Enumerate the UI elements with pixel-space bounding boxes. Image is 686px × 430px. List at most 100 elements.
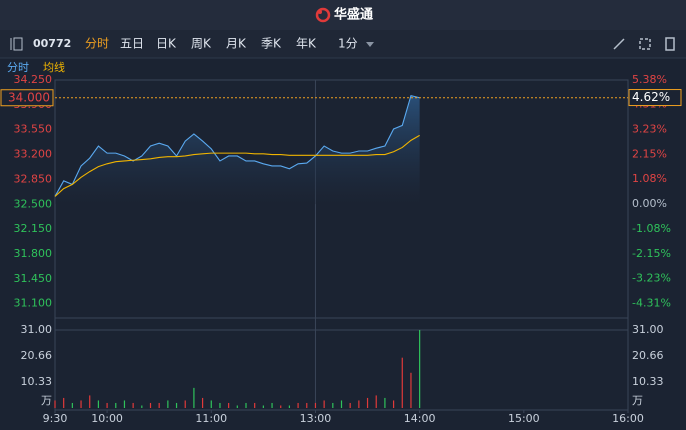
- y2-tick-label: -1.08%: [632, 222, 671, 235]
- volume-bar: [167, 400, 169, 408]
- x-tick-label: 10:00: [91, 412, 123, 425]
- collapse-icon[interactable]: [10, 37, 23, 51]
- y-tick-label: 33.550: [14, 123, 53, 136]
- y2-tick-label: 1.08%: [632, 172, 667, 185]
- y-tick-label: 32.150: [14, 222, 53, 235]
- volume-unit-right: 万: [632, 394, 643, 407]
- plot-frame: [54, 79, 629, 411]
- x-tick-label: 11:00: [195, 412, 227, 425]
- x-tick-label: 15:00: [508, 412, 540, 425]
- y2-tick-label: -2.15%: [632, 247, 671, 260]
- volume-bar: [201, 397, 204, 408]
- volume-bar: [332, 402, 334, 408]
- tab[interactable]: 分时: [85, 37, 109, 51]
- volume-tick-label: 31.00: [21, 323, 53, 336]
- volume-bar: [54, 400, 56, 408]
- volume-bar: [254, 402, 256, 408]
- volume-bar: [306, 402, 308, 408]
- volume-bar: [89, 395, 91, 408]
- volume-bar: [210, 400, 212, 408]
- logo-icon: [315, 7, 331, 23]
- legend-price[interactable]: 分时: [7, 61, 29, 74]
- volume-bar: [158, 402, 160, 408]
- stock-code: 00772: [33, 37, 71, 50]
- volume-bar: [349, 402, 351, 408]
- x-tick-label: 16:00: [612, 412, 644, 425]
- price-area: [55, 95, 420, 205]
- volume-bar: [245, 402, 247, 408]
- tab[interactable]: 周K: [191, 37, 212, 51]
- y2-tick-label: -3.23%: [632, 272, 671, 285]
- tab[interactable]: 日K: [156, 37, 177, 51]
- last-change-label: 4.62%: [632, 90, 670, 104]
- y-tick-label: 32.850: [14, 172, 53, 185]
- x-tick-label: 13:00: [300, 412, 332, 425]
- volume-bar: [132, 402, 134, 408]
- logo: 华盛通: [334, 7, 373, 23]
- volume-bar: [141, 405, 143, 408]
- x-tick-label: 9:30: [43, 412, 68, 425]
- tab[interactable]: 1分: [338, 37, 358, 51]
- toolbar: [0, 30, 686, 58]
- tool-icons[interactable]: [613, 37, 675, 51]
- y2-tick-label: 2.15%: [632, 148, 667, 161]
- volume-tick-label-right: 20.66: [632, 349, 664, 362]
- y2-tick-label: 0.00%: [632, 197, 667, 210]
- volume-bar: [262, 405, 264, 408]
- volume-bar: [384, 397, 386, 408]
- volume-bar: [375, 395, 377, 408]
- tab[interactable]: 月K: [226, 37, 247, 51]
- volume-bar: [280, 405, 282, 408]
- tab[interactable]: 五日: [120, 37, 144, 51]
- y-tick-label: 31.100: [14, 297, 53, 310]
- volume-bar: [63, 397, 65, 408]
- volume-bar: [419, 330, 421, 408]
- volume-bar: [115, 402, 117, 408]
- volume-bar: [219, 402, 221, 408]
- volume-tick-label-right: 10.33: [632, 375, 664, 388]
- volume-bar: [236, 405, 238, 408]
- volume-bar: [123, 400, 126, 408]
- volume-bar: [184, 400, 186, 408]
- volume-bar: [366, 397, 369, 408]
- volume-bar: [340, 400, 343, 408]
- y2-tick-label: -4.31%: [632, 297, 671, 310]
- y-tick-label: 34.250: [14, 73, 53, 86]
- volume-bar: [288, 405, 291, 408]
- header-bar: [0, 0, 686, 30]
- y-tick-label: 31.450: [14, 272, 53, 285]
- volume-bar: [271, 402, 273, 408]
- tab[interactable]: 季K: [261, 37, 282, 51]
- volume-bar: [193, 387, 195, 408]
- dropdown-icon: [366, 42, 374, 47]
- volume-bar: [228, 402, 230, 408]
- volume-bar: [358, 400, 360, 408]
- volume-tick-label-right: 31.00: [632, 323, 664, 336]
- tab[interactable]: 年K: [296, 37, 317, 51]
- x-tick-label: 14:00: [404, 412, 436, 425]
- y-tick-label: 31.800: [14, 247, 53, 260]
- y2-tick-label: 3.23%: [632, 123, 667, 136]
- series-line: [54, 134, 420, 197]
- volume-bar: [323, 400, 325, 408]
- series-line: [54, 94, 420, 197]
- legend-average[interactable]: 均线: [43, 60, 65, 74]
- y-tick-label: 32.500: [14, 197, 53, 210]
- volume-bar: [106, 402, 108, 408]
- volume-bar: [392, 400, 395, 408]
- volume-bar: [149, 402, 152, 408]
- volume-tick-label: 10.33: [21, 375, 53, 388]
- volume-bar: [401, 357, 403, 408]
- volume-bar: [314, 402, 317, 408]
- volume-bar: [297, 402, 299, 408]
- volume-unit: 万: [41, 394, 52, 407]
- volume-bar: [97, 400, 100, 408]
- volume-tick-label: 20.66: [21, 349, 53, 362]
- last-price-box: [0, 89, 54, 107]
- volume-bar: [71, 402, 73, 408]
- volume-bar: [80, 400, 82, 408]
- y2-tick-label: 5.38%: [632, 73, 667, 86]
- volume-bar: [410, 372, 412, 408]
